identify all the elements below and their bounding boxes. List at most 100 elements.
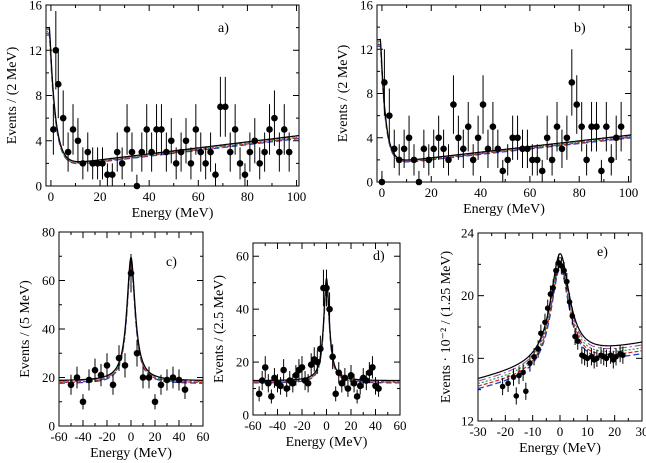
data-point — [531, 353, 537, 360]
data-point — [172, 160, 180, 167]
data-point — [148, 148, 155, 156]
x-tick-label: 0 — [379, 185, 386, 200]
data-point — [207, 148, 214, 156]
y-tick-label: 20 — [236, 355, 249, 370]
data-point — [326, 305, 333, 313]
data-point — [568, 79, 576, 86]
y-tick-label: 12 — [29, 43, 42, 58]
data-point — [415, 178, 423, 186]
panel-b: 0 20 40 60 80 100 0 4 8 12 16 Energy (MeV) Events / … — [336, 0, 638, 217]
x-tick-label: 60 — [394, 418, 407, 433]
x-axis-label: Energy (MeV) — [519, 441, 601, 456]
data-point — [73, 374, 81, 381]
data-point — [74, 137, 82, 145]
y-tick-label: 40 — [236, 302, 249, 317]
data-point — [222, 103, 229, 111]
x-tick-label: 10 — [581, 424, 594, 439]
data-point — [574, 338, 581, 344]
data-point — [558, 263, 565, 269]
x-axis-label: Energy (MeV) — [463, 202, 545, 217]
data-point — [271, 374, 278, 382]
data-point — [236, 160, 244, 167]
data-point — [217, 103, 224, 111]
data-point — [350, 379, 358, 387]
x-tick-label: 20 — [425, 185, 438, 200]
panel-e: -30 -20 -10 0 10 20 30 12 16 20 24 Energy (MeV) Even… — [439, 226, 646, 457]
data-point — [513, 393, 520, 399]
data-point — [177, 148, 185, 156]
data-point — [405, 134, 413, 142]
data-point — [516, 372, 522, 379]
y-axis-label: Events / (5 MeV) — [18, 280, 33, 378]
data-point — [509, 134, 516, 142]
fit-curve-red — [477, 264, 643, 387]
data-point — [91, 366, 99, 374]
data-point — [151, 398, 159, 406]
data-point — [59, 114, 67, 122]
data-point — [594, 355, 600, 362]
data-point — [241, 171, 249, 178]
x-tick-label: 80 — [241, 189, 254, 204]
data-point — [547, 291, 554, 297]
x-tick-label: -40 — [74, 429, 91, 444]
data-point — [588, 123, 595, 130]
fit-curve-green — [477, 260, 643, 385]
data-point — [268, 393, 275, 400]
data-point — [563, 134, 571, 142]
y-tick-label: 16 — [461, 351, 475, 366]
data-point — [553, 123, 561, 130]
y-tick-label: 0 — [36, 179, 43, 194]
x-tick-label: 80 — [573, 185, 586, 200]
data-point — [460, 145, 467, 153]
x-tick-label: 20 — [94, 189, 107, 204]
data-point — [52, 46, 60, 54]
data-point — [246, 148, 254, 156]
x-tick-label: -20 — [497, 424, 514, 439]
data-point — [84, 148, 92, 156]
x-tick-label: 60 — [192, 189, 205, 204]
fit-curve-green — [376, 42, 632, 162]
x-tick-label: 0 — [48, 189, 55, 204]
data-point — [158, 126, 165, 133]
data-point — [445, 156, 452, 164]
data-point — [524, 145, 531, 153]
data-point — [332, 390, 339, 398]
panel-label: c) — [166, 255, 177, 270]
data-point — [529, 156, 536, 164]
data-point — [109, 381, 117, 389]
data-point — [504, 156, 511, 164]
data-point — [266, 126, 273, 133]
panel-label: a) — [218, 21, 229, 36]
data-point — [123, 126, 131, 133]
data-point — [510, 374, 517, 380]
y-tick-label: 4 — [367, 130, 374, 145]
data-point — [202, 160, 209, 167]
x-tick-label: 100 — [287, 189, 307, 204]
plot-frame — [376, 4, 632, 183]
fit-curve-purple — [477, 256, 643, 382]
y-axis-label: Events / (2 MeV) — [336, 44, 351, 142]
data-point — [226, 148, 234, 156]
x-tick-label: 40 — [369, 418, 382, 433]
x-axis-label: Energy (MeV) — [286, 435, 368, 450]
y-tick-label: 16 — [360, 0, 374, 13]
data-point — [139, 374, 147, 381]
data-point — [64, 148, 72, 156]
data-point — [569, 313, 576, 319]
data-point — [505, 380, 511, 387]
data-point — [314, 358, 321, 366]
y-tick-label: 60 — [236, 249, 249, 264]
data-point — [430, 145, 438, 153]
data-point — [256, 160, 263, 167]
data-point — [535, 346, 541, 352]
data-point — [353, 393, 361, 400]
data-point — [138, 148, 146, 156]
plot-frame — [45, 4, 300, 187]
data-point — [298, 364, 306, 371]
data-point — [103, 362, 111, 369]
x-tick-label: 20 — [608, 424, 621, 439]
data-point — [127, 269, 135, 277]
y-tick-label: 20 — [42, 370, 55, 385]
data-point — [347, 372, 355, 379]
y-tick-label: 12 — [360, 42, 373, 57]
